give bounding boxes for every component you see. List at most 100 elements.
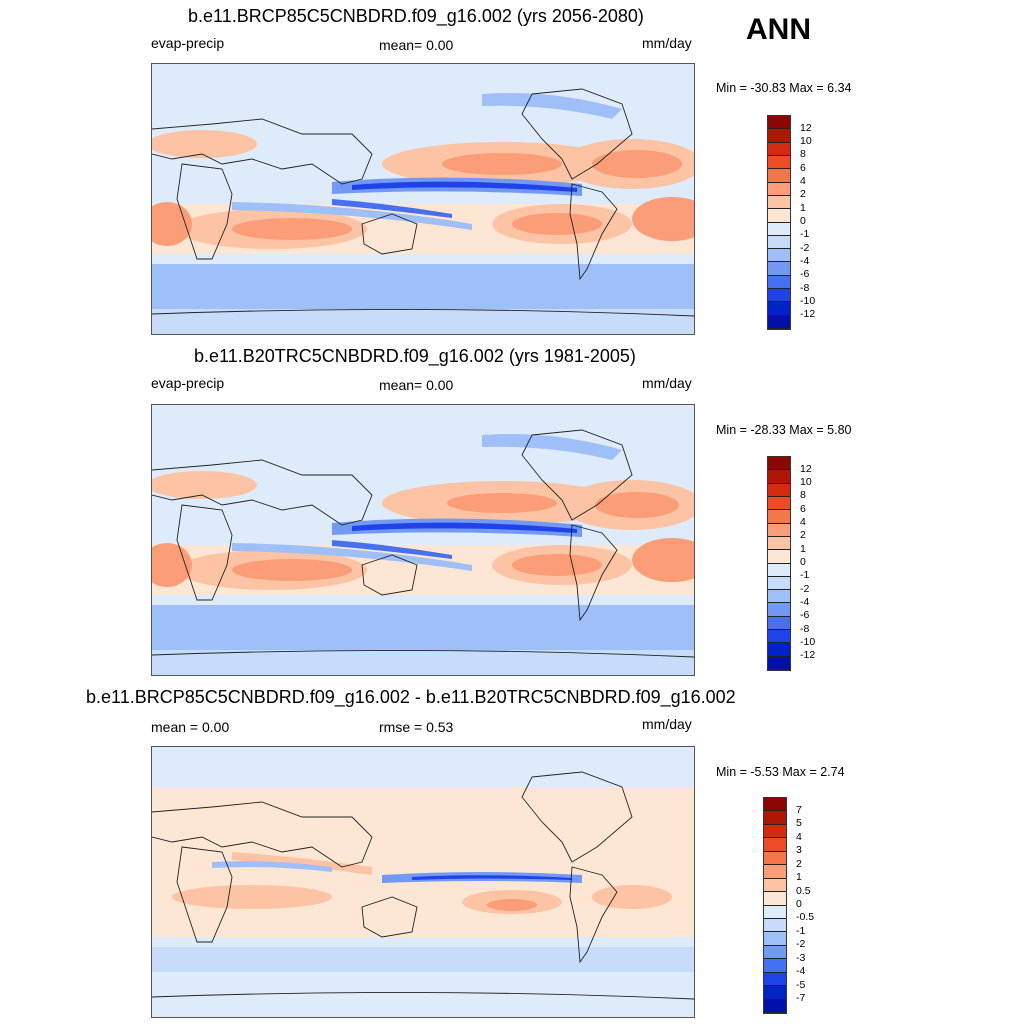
panel2-sepac-dry-core: [512, 554, 602, 576]
panel2-units-label: mm/day: [642, 375, 692, 391]
season-label: ANN: [746, 13, 811, 46]
panel1-sio-dry-core: [232, 218, 352, 240]
panel1-npac-dry-core: [442, 153, 562, 175]
panel1-colorbar-cell: [768, 302, 790, 316]
panel2-colorbar-tick: 1: [800, 542, 806, 555]
panel2-map: [151, 404, 695, 676]
panel1-colorbar-tick: -10: [800, 294, 816, 307]
panel3-mean-label: mean = 0.00: [151, 719, 230, 735]
panel2-colorbar-tick: -4: [800, 595, 810, 608]
panel1-spcz: [232, 202, 472, 230]
panel3-title: b.e11.BRCP85C5CNBDRD.f09_g16.002 - b.e11…: [86, 687, 736, 707]
panel2-satl-dry-zone: [632, 538, 694, 582]
panel2-colorbar-cell: [768, 656, 790, 670]
panel2-colorbar-cell: [768, 590, 790, 604]
panel1-colorbar-tick: 1: [800, 201, 806, 214]
panel1-colorbar-cell: [768, 195, 790, 210]
panel3-io-decrease: [212, 861, 332, 872]
panel3-sepac-increase-core: [487, 899, 537, 911]
panel1-units-label: mm/day: [642, 35, 692, 51]
panel2-colorbar-tick: 0: [800, 556, 806, 568]
panel3-colorbar-cell: [764, 999, 786, 1013]
panel2-minmax: Min = -28.33 Max = 5.80: [716, 423, 852, 437]
panel2-colorbar-tick: -10: [800, 635, 816, 648]
panel2-colorbar-tick: 2: [800, 529, 806, 542]
panel1-colorbar-tick: 6: [800, 161, 806, 174]
panel1-map: [151, 63, 695, 335]
panel3-colorbar-tick: 0: [796, 898, 802, 910]
panel2-southern-storm-track: [152, 605, 694, 650]
panel3-colorbar-cell: [764, 811, 786, 825]
panel1-colorbar-cell: [768, 155, 790, 170]
panel2-npac-storm-track: [482, 434, 622, 460]
panel1-spcz-core: [332, 199, 452, 218]
panel2-npac-dry-core: [447, 493, 557, 513]
panel2-colorbar-tick: -8: [800, 622, 810, 635]
panel2-colorbar-cell: [768, 510, 790, 524]
panel3-colorbar-cell: [764, 865, 786, 879]
panel1-satl-dry-zone: [632, 197, 694, 241]
panel1-colorbar-tick: 8: [800, 148, 806, 161]
panel2-mean-label: mean= 0.00: [379, 377, 454, 393]
panel3-coastlines: [152, 771, 694, 1000]
panel1-southern-storm-track: [152, 264, 694, 309]
panel1-colorbar-cell: [768, 249, 790, 263]
panel3-minmax: Min = -5.53 Max = 2.74: [716, 765, 845, 779]
panel3-colorbar-cell: [764, 972, 786, 987]
panel2-colorbar-tick: 4: [800, 516, 806, 529]
panel2-spcz: [232, 543, 472, 571]
panel2-colorbar-tick: 10: [800, 476, 812, 489]
panel1-colorbar-cell: [768, 129, 790, 143]
panel3-colorbar-tick: 4: [796, 830, 802, 843]
panel1-med-dry-zone: [152, 130, 257, 158]
panel1-colorbar-cell: [768, 116, 790, 130]
panel3-colorbar-tick: 0.5: [796, 884, 811, 897]
panel3-colorbar-cell: [764, 838, 786, 852]
panel2-natl-dry-core: [595, 492, 679, 518]
panel3-rmse-label: rmse = 0.53: [379, 719, 454, 735]
panel2-colorbar-tick: 12: [800, 462, 812, 475]
panel3-satl-increase: [592, 885, 672, 909]
panel3-colorbar-cell: [764, 798, 786, 812]
panel2-colorbar-cell: [768, 457, 790, 471]
panel1-colorbar-tick: 2: [800, 188, 806, 201]
panel3-colorbar-tick: 3: [796, 844, 802, 857]
panel1-colorbar-cell: [768, 315, 790, 329]
panel1-coastlines: [152, 88, 694, 317]
panel1-colorbar-tick: -1: [800, 228, 810, 241]
panel1-colorbar-tick: 12: [800, 121, 812, 134]
panel3-colorbar-cell: [764, 824, 786, 839]
panel2-spcz-core: [332, 540, 452, 559]
panel3-colorbar-tick: -2: [796, 938, 806, 951]
panel2-colorbar-cell: [768, 603, 790, 617]
panel2-colorbar-tick: -2: [800, 582, 810, 595]
panel2-colorbar-cell: [768, 483, 790, 497]
panel3-colorbar-tick: -3: [796, 951, 806, 964]
panel3-colorbar-tick: -1: [796, 924, 806, 937]
panel2-colorbar-tick: -12: [800, 649, 816, 662]
panel1-colorbar: [767, 115, 791, 330]
panel1-itcz-core: [352, 181, 577, 192]
panel3-sio-increase: [172, 885, 332, 909]
panel1-colorbar-tick: -6: [800, 268, 810, 281]
panel2-antarctic-margin: [152, 650, 694, 675]
panel2-coastlines: [152, 429, 694, 658]
panel1-colorbar-tick: -4: [800, 254, 810, 267]
panel2-colorbar-cell: [768, 576, 790, 591]
panel1-colorbar-cell: [768, 222, 790, 236]
panel3-colorbar-cell: [764, 918, 786, 933]
panel2-colorbar-tick: 8: [800, 489, 806, 502]
panel1-colorbar-tick: -8: [800, 281, 810, 294]
panel1-antarctic-margin: [152, 309, 694, 334]
panel1-colorbar-tick: -2: [800, 241, 810, 254]
panel3-colorbar: [763, 797, 787, 1014]
panel1-mean-label: mean= 0.00: [379, 37, 454, 53]
panel3-colorbar-cell: [764, 892, 786, 906]
panel2-map-svg: [152, 405, 694, 675]
panel1-colorbar-cell: [768, 209, 790, 223]
panel3-map-svg: [152, 747, 694, 1017]
panel3-colorbar-cell: [764, 932, 786, 946]
panel2-itcz-core: [352, 522, 577, 533]
panel2-colorbar-cell: [768, 470, 790, 484]
panel2-colorbar-cell: [768, 536, 790, 551]
